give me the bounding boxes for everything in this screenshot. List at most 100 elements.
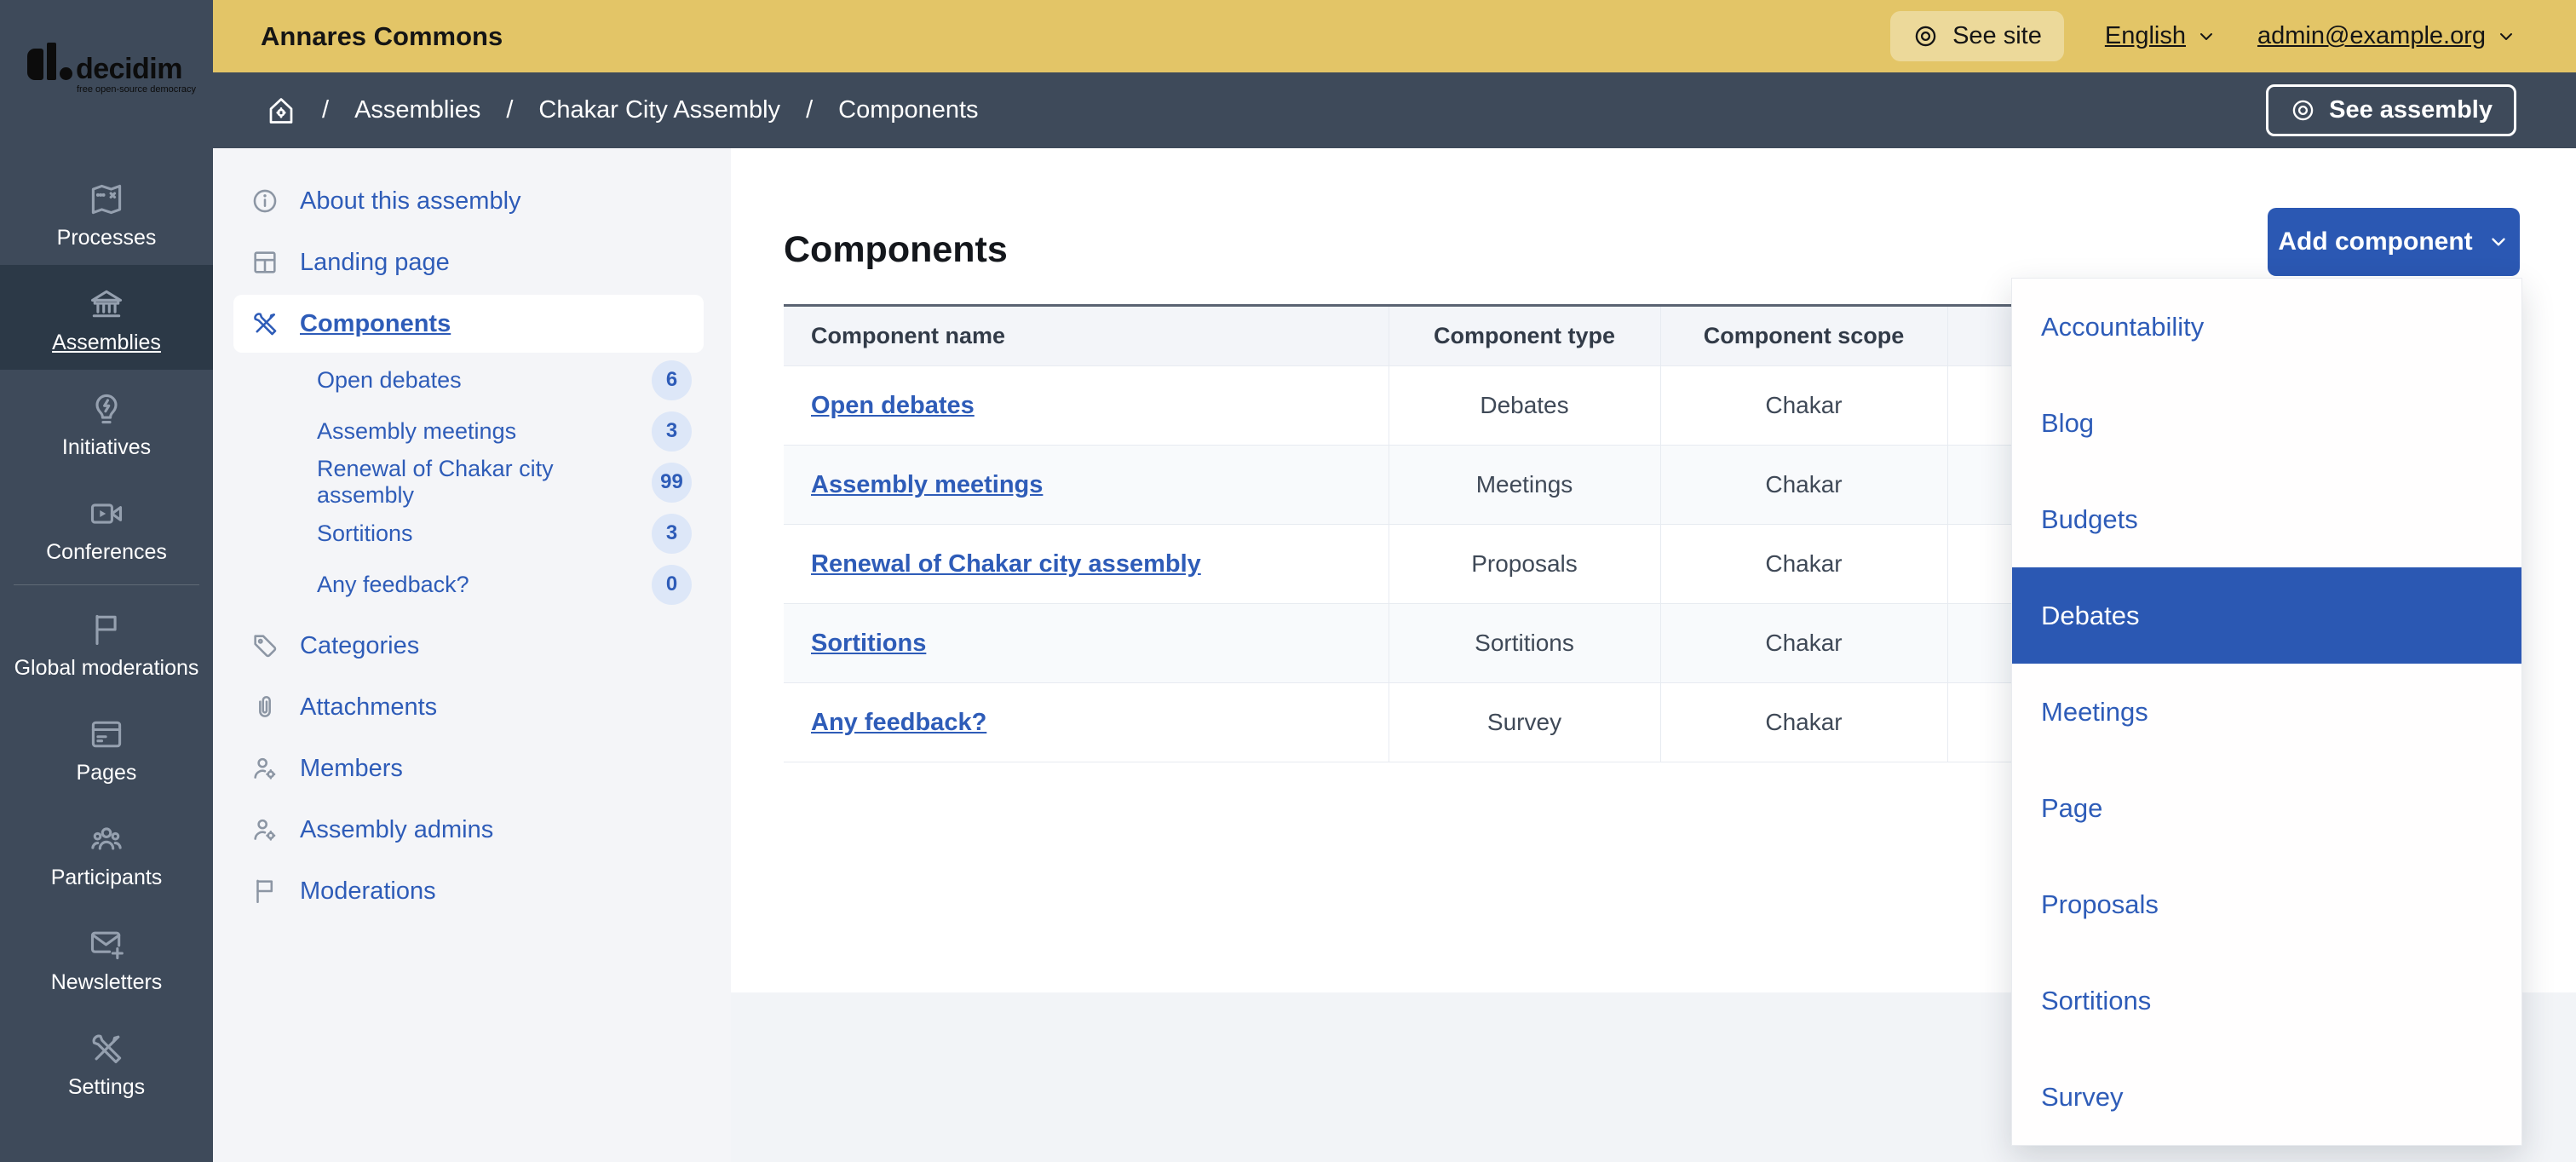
lightbulb-flash-icon xyxy=(88,390,125,428)
chevron-down-icon xyxy=(2496,26,2516,47)
component-name-link[interactable]: Open debates xyxy=(811,391,975,419)
assembly-menu-label: Landing page xyxy=(300,248,450,276)
add-component-button[interactable]: Add component xyxy=(2268,208,2520,276)
component-name-link[interactable]: Assembly meetings xyxy=(811,470,1044,498)
menu-item-meetings[interactable]: Meetings xyxy=(2041,696,2148,727)
component-type-cell: Debates xyxy=(1388,365,1660,446)
team-icon xyxy=(88,820,125,858)
component-name-link[interactable]: Renewal of Chakar city assembly xyxy=(811,549,1201,578)
menu-item-page[interactable]: Page xyxy=(2041,792,2103,823)
video-camera-icon xyxy=(88,495,125,532)
sidebar-item-pages[interactable]: Pages xyxy=(0,695,213,800)
sidebar-item-newsletters[interactable]: Newsletters xyxy=(0,905,213,1010)
top-bar-actions: See site English admin@example.org xyxy=(1890,11,2516,61)
user-menu[interactable]: admin@example.org xyxy=(2257,22,2516,50)
see-site-button[interactable]: See site xyxy=(1890,11,2064,61)
component-name-link[interactable]: Any feedback? xyxy=(811,708,987,736)
page-title: Components xyxy=(784,228,1008,270)
assembly-menu-label: Attachments xyxy=(300,693,438,721)
component-link-label: Renewal of Chakar city assembly xyxy=(317,456,554,508)
assembly-menu-label: Moderations xyxy=(300,877,436,905)
component-link-label: Open debates xyxy=(317,366,462,393)
breadcrumb-item-assemblies[interactable]: Assemblies xyxy=(354,96,481,124)
assembly-menu-attachments[interactable]: Attachments xyxy=(213,676,731,738)
component-link-label: Sortitions xyxy=(317,520,413,546)
sidebar-item-label: Processes xyxy=(56,226,157,250)
component-count-badge: 99 xyxy=(652,462,692,503)
assembly-menu-label: About this assembly xyxy=(300,187,521,215)
window-page-icon xyxy=(88,716,125,753)
assembly-menu-assembly-admins[interactable]: Assembly admins xyxy=(213,799,731,860)
column-header-component-type: Component type xyxy=(1388,304,1660,366)
home-icon[interactable] xyxy=(266,95,296,126)
add-component-label: Add component xyxy=(2278,227,2473,256)
flag-icon xyxy=(250,877,279,906)
component-name-link[interactable]: Sortitions xyxy=(811,629,927,657)
see-assembly-button[interactable]: See assembly xyxy=(2266,84,2516,136)
decidim-logo-mark-bar xyxy=(47,43,56,80)
language-selector[interactable]: English xyxy=(2105,22,2217,50)
sidebar-item-participants[interactable]: Participants xyxy=(0,800,213,905)
component-link-assembly-meetings[interactable]: Assembly meetings 3 xyxy=(213,406,731,457)
price-tag-icon xyxy=(250,631,279,660)
chevron-down-icon xyxy=(2196,26,2217,47)
user-settings-icon xyxy=(250,754,279,783)
component-link-any-feedback[interactable]: Any feedback? 0 xyxy=(213,559,731,610)
assembly-menu-landing-page[interactable]: Landing page xyxy=(213,232,731,293)
menu-item-blog[interactable]: Blog xyxy=(2041,407,2095,438)
component-link-open-debates[interactable]: Open debates 6 xyxy=(213,354,731,406)
component-link-label: Any feedback? xyxy=(317,571,469,597)
sidebar-item-assemblies[interactable]: Assemblies xyxy=(0,265,213,370)
sidebar-item-label: Newsletters xyxy=(50,970,163,994)
component-count-badge: 3 xyxy=(652,411,692,452)
component-scope-cell: Chakar xyxy=(1659,524,1947,604)
sidebar-item-label: Pages xyxy=(76,761,137,785)
assembly-menu-components[interactable]: Components xyxy=(233,295,704,353)
component-count-badge: 6 xyxy=(652,360,692,400)
user-email: admin@example.org xyxy=(2257,22,2486,49)
see-assembly-label: See assembly xyxy=(2329,96,2493,124)
component-link-sortitions[interactable]: Sortitions 3 xyxy=(213,508,731,559)
assembly-menu: About this assembly Landing page Compone… xyxy=(213,148,731,1162)
bank-icon xyxy=(88,285,125,323)
component-link-label: Assembly meetings xyxy=(317,417,517,444)
assembly-menu-moderations[interactable]: Moderations xyxy=(213,860,731,922)
components-table: Component name Component type Component … xyxy=(784,304,2521,762)
sidebar-item-initiatives[interactable]: Initiatives xyxy=(0,370,213,475)
breadcrumb-separator: / xyxy=(322,96,330,124)
component-scope-cell: Chakar xyxy=(1659,682,1947,762)
decidim-logo-text: decidim xyxy=(76,53,182,85)
assembly-menu-label: Categories xyxy=(300,631,420,659)
assembly-menu-label: Components xyxy=(300,309,451,337)
see-site-label: See site xyxy=(1952,22,2042,49)
assembly-menu-categories[interactable]: Categories xyxy=(213,615,731,676)
menu-item-survey[interactable]: Survey xyxy=(2041,1081,2124,1112)
menu-item-budgets[interactable]: Budgets xyxy=(2041,503,2138,534)
sidebar-item-settings[interactable]: Settings xyxy=(0,1010,213,1114)
column-header-component-name: Component name xyxy=(784,304,1389,366)
decidim-logo[interactable]: decidim free open-source democracy xyxy=(0,0,213,148)
breadcrumb-item-assembly[interactable]: Chakar City Assembly xyxy=(538,96,781,124)
sidebar-item-global-moderations[interactable]: Global moderations xyxy=(0,590,213,695)
flag-icon xyxy=(88,611,125,648)
component-type-cell: Meetings xyxy=(1388,445,1660,525)
sidebar-divider xyxy=(14,584,199,585)
breadcrumb-separator: / xyxy=(806,96,814,124)
component-type-cell: Proposals xyxy=(1388,524,1660,604)
menu-item-proposals[interactable]: Proposals xyxy=(2041,889,2159,919)
menu-item-accountability[interactable]: Accountability xyxy=(2041,311,2205,342)
assembly-menu-members[interactable]: Members xyxy=(213,738,731,799)
breadcrumb-item-components[interactable]: Components xyxy=(838,96,979,124)
sidebar-item-conferences[interactable]: Conferences xyxy=(0,475,213,579)
menu-item-debates[interactable]: Debates xyxy=(2012,567,2521,664)
component-type-cell: Survey xyxy=(1388,682,1660,762)
assembly-menu-about[interactable]: About this assembly xyxy=(213,170,731,232)
sidebar-nav: Processes Assemblies Initiatives Confere… xyxy=(0,160,213,1114)
component-link-renewal[interactable]: Renewal of Chakar city assembly 99 xyxy=(213,456,731,508)
info-icon xyxy=(250,187,279,216)
sidebar-item-label: Conferences xyxy=(46,540,167,564)
sidebar-item-processes[interactable]: Processes xyxy=(0,160,213,265)
chevron-down-icon xyxy=(2487,231,2510,253)
menu-item-sortitions[interactable]: Sortitions xyxy=(2041,985,2152,1015)
decidim-logo-mark-dot xyxy=(60,67,72,80)
